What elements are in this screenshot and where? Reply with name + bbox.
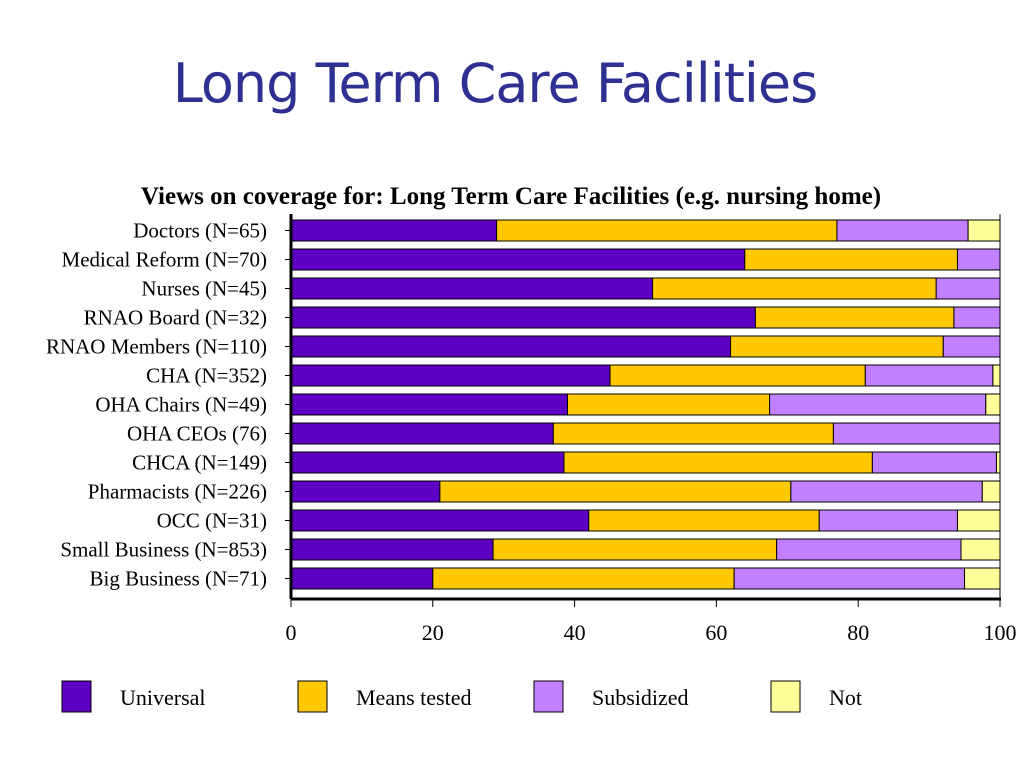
category-label: Doctors (N=65) (133, 219, 267, 243)
bar-universal-1 (290, 248, 746, 271)
x-tick-label: 60 (705, 620, 727, 645)
category-label: Small Business (N=853) (60, 538, 267, 562)
bar-subsidized-12 (733, 567, 966, 590)
bar-means-tested-4 (730, 335, 944, 358)
bar-universal-7 (290, 422, 554, 445)
category-label: RNAO Members (N=110) (46, 335, 267, 359)
bar-subsidized-8 (871, 451, 997, 474)
legend: Universal Means tested Subsidized Not (61, 680, 862, 713)
bar-universal-0 (290, 219, 498, 242)
bar-means-tested-8 (563, 451, 873, 474)
bar-means-tested-3 (754, 306, 955, 329)
bar-not-8 (995, 451, 1001, 474)
axes-group: Doctors (N=65) Medical Reform (N=70) Nurse… (46, 214, 1017, 645)
bar-means-tested-5 (609, 364, 866, 387)
bar-universal-5 (290, 364, 611, 387)
bar-subsidized-4 (942, 335, 1001, 358)
bar-subsidized-3 (953, 306, 1001, 329)
category-label: OHA CEOs (76) (127, 422, 267, 446)
slide-title: Long Term Care Facilities (172, 52, 819, 115)
category-label: CHCA (N=149) (132, 451, 267, 475)
bar-subsidized-5 (864, 364, 994, 387)
bar-not-0 (967, 219, 1001, 242)
bar-means-tested-12 (432, 567, 735, 590)
bar-universal-3 (290, 306, 756, 329)
category-label: Medical Reform (N=70) (62, 248, 267, 272)
bar-universal-6 (290, 393, 569, 416)
legend-swatch-not (770, 680, 801, 713)
bar-means-tested-9 (439, 480, 792, 503)
category-label: OCC (N=31) (157, 509, 267, 533)
category-label: Nurses (N=45) (141, 277, 267, 301)
x-tick-label: 80 (847, 620, 869, 645)
bar-subsidized-1 (956, 248, 1001, 271)
bar-not-6 (985, 393, 1001, 416)
legend-label: Not (829, 685, 862, 710)
bar-not-10 (956, 509, 1001, 532)
legend-swatch-means-tested (297, 680, 328, 713)
legend-label: Means tested (356, 685, 471, 710)
category-label: RNAO Board (N=32) (84, 306, 267, 330)
bar-universal-4 (290, 335, 732, 358)
bar-subsidized-0 (836, 219, 969, 242)
category-label: CHA (N=352) (146, 364, 267, 388)
x-tick-label: 20 (422, 620, 444, 645)
x-tick-label: 0 (286, 620, 297, 645)
bar-means-tested-0 (496, 219, 838, 242)
chart-title: Views on coverage for: Long Term Care Fa… (141, 183, 881, 210)
legend-label: Universal (120, 685, 206, 710)
bar-universal-11 (290, 538, 494, 561)
bar-means-tested-10 (588, 509, 820, 532)
bar-subsidized-10 (818, 509, 958, 532)
bar-universal-9 (290, 480, 441, 503)
bar-means-tested-7 (552, 422, 834, 445)
legend-label: Subsidized (592, 685, 689, 710)
legend-swatch-universal (61, 680, 92, 713)
bar-subsidized-9 (790, 480, 983, 503)
x-tick-label: 40 (564, 620, 586, 645)
bar-universal-10 (290, 509, 590, 532)
bars-group (290, 219, 1001, 590)
category-label: Pharmacists (N=226) (88, 480, 267, 504)
bar-not-11 (960, 538, 1001, 561)
bar-means-tested-2 (652, 277, 937, 300)
x-tick-label: 100 (984, 620, 1017, 645)
legend-swatch-subsidized (533, 680, 564, 713)
bar-not-12 (964, 567, 1001, 590)
bar-means-tested-6 (567, 393, 771, 416)
bar-universal-2 (290, 277, 654, 300)
bar-subsidized-6 (769, 393, 987, 416)
bar-not-5 (992, 364, 1001, 387)
bar-universal-8 (290, 451, 565, 474)
category-label: OHA Chairs (N=49) (95, 393, 267, 417)
bar-subsidized-2 (935, 277, 1001, 300)
bar-subsidized-7 (832, 422, 1001, 445)
bar-means-tested-11 (492, 538, 778, 561)
bar-not-9 (981, 480, 1001, 503)
category-label: Big Business (N=71) (89, 567, 267, 591)
bar-universal-12 (290, 567, 434, 590)
bar-subsidized-11 (776, 538, 962, 561)
bar-means-tested-1 (744, 248, 958, 271)
